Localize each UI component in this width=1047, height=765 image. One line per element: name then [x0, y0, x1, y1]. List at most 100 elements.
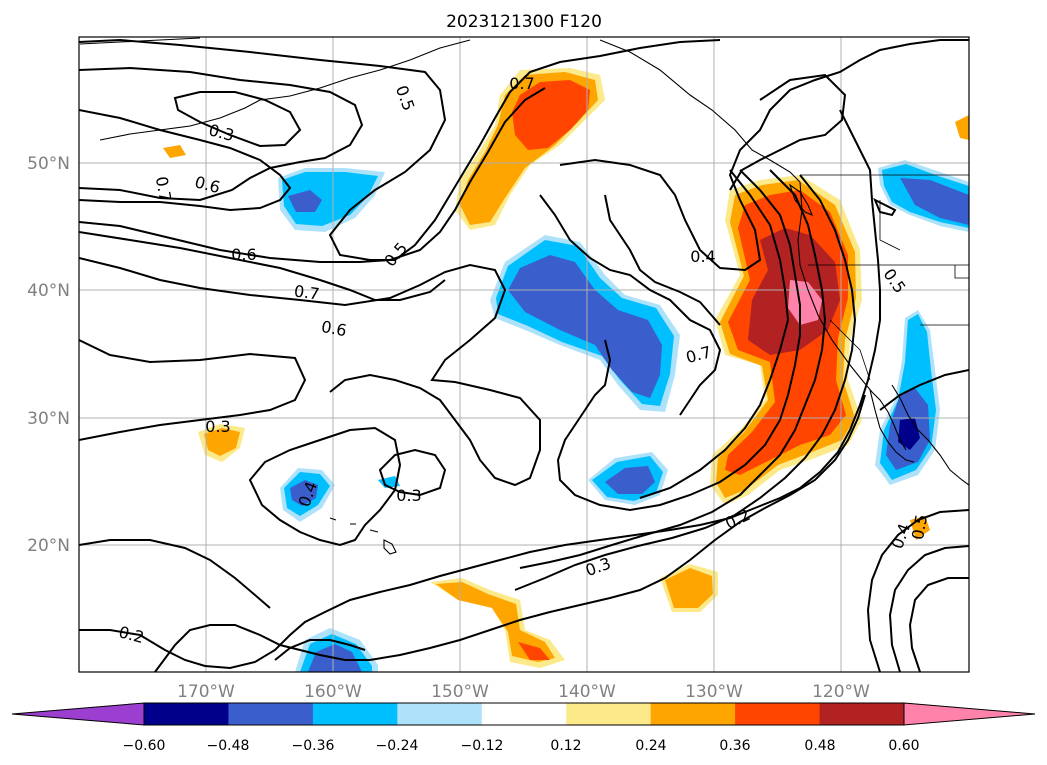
contour-label: 0.4 — [690, 247, 715, 266]
colorbar-tick-label: 0.48 — [804, 738, 835, 754]
negative-anomaly-northwest-core — [282, 172, 378, 226]
contour-line — [866, 509, 969, 672]
west-coast-north-america — [797, 181, 969, 486]
positive-anomaly-west-coast-pink — [788, 280, 822, 325]
political-borders — [800, 174, 969, 381]
contour-line — [539, 194, 722, 416]
contour-line — [79, 257, 541, 487]
longitude-label: 130°W — [685, 682, 743, 702]
colorbar-tick-label: −0.12 — [461, 738, 504, 754]
colorbar-segment — [566, 703, 652, 725]
contour-line — [604, 194, 721, 326]
latitude-labels: 50°N 40°N 30°N 20°N — [27, 154, 70, 556]
colorbar-frame — [143, 702, 905, 726]
colorbar-extend-max — [903, 702, 1036, 726]
colorbar-extend-min — [11, 702, 145, 726]
colorbar-segment — [481, 703, 567, 725]
negative-anomaly-south-central-blue — [605, 466, 655, 494]
colorbar-tick-label: −0.36 — [292, 738, 335, 754]
positive-anomaly-patch-3-core — [665, 568, 713, 608]
contour-line — [79, 339, 307, 441]
longitude-label: 140°W — [558, 682, 616, 702]
map-frame — [78, 36, 970, 673]
colorbar-segment — [144, 703, 229, 725]
colorbar-tick-label: 0.60 — [888, 738, 919, 754]
contour-line — [248, 426, 402, 547]
negative-anomaly-hawaii-blue — [290, 480, 318, 506]
contour-line — [729, 73, 847, 191]
positive-anomaly-patch-4 — [163, 145, 186, 158]
longitude-labels: 170°W 160°W 150°W 140°W 130°W 120°W — [177, 682, 870, 702]
colorbar-tick-label: −0.48 — [207, 738, 250, 754]
negative-anomaly-central-blue — [508, 255, 662, 398]
hawaii-islands — [329, 517, 397, 555]
contour-line — [378, 448, 447, 497]
latitude-label: 20°N — [27, 536, 70, 556]
latitude-label: 40°N — [27, 281, 70, 301]
contour-line — [873, 197, 897, 217]
contour-line — [173, 91, 302, 148]
graticule — [79, 37, 969, 672]
contour-label: 0.6 — [320, 317, 348, 340]
contour-line — [79, 66, 364, 202]
contour-line — [519, 169, 827, 569]
colorbar-segments — [144, 703, 905, 725]
contour-line — [639, 169, 790, 499]
positive-anomaly-patch-5 — [955, 115, 969, 140]
colorbar-tick-label: −0.24 — [376, 738, 419, 754]
map-area: 0.7 0.5 0.3 0.6 0.7 0.6 0.5 0.4 0.7 0.6 … — [78, 36, 970, 673]
contour-line — [79, 87, 546, 263]
contour-line — [79, 231, 446, 301]
contour-line — [79, 539, 271, 609]
contour-line — [274, 639, 366, 661]
colorbar: −0.60 −0.48 −0.36 −0.24 −0.12 0.12 0.24 … — [11, 702, 1036, 754]
latitude-label: 30°N — [27, 409, 70, 429]
longitude-label: 150°W — [431, 682, 489, 702]
colorbar-segment — [228, 703, 314, 725]
contour-line — [559, 39, 969, 272]
colorbar-segment — [650, 703, 736, 725]
colorbar-ticks: −0.60 −0.48 −0.36 −0.24 −0.12 0.12 0.24 … — [123, 738, 920, 754]
colorbar-segment — [312, 703, 398, 725]
negative-anomaly-pacific-northwest-blue — [900, 178, 969, 225]
negative-anomaly-northwest-blue — [288, 190, 322, 212]
positive-anomaly-patch-2-core — [436, 582, 555, 662]
contour-line — [79, 38, 721, 261]
contour-line — [514, 174, 857, 591]
colorbar-tick-label: 0.36 — [719, 738, 750, 754]
positive-anomaly-patch-1-core — [204, 428, 240, 456]
contour-label: 0.7 — [293, 281, 321, 303]
longitude-label: 170°W — [177, 682, 235, 702]
contour-label: 0.7 — [152, 175, 175, 203]
contour-label: 0.7 — [509, 74, 534, 93]
latitude-label: 50°N — [27, 154, 70, 174]
colorbar-segment — [819, 703, 905, 725]
colorbar-tick-label: 0.24 — [635, 738, 666, 754]
map-title: 2023121300 F120 — [446, 12, 602, 32]
contour-label: 0.6 — [231, 245, 256, 264]
contour-line — [908, 577, 969, 672]
contour-line — [79, 109, 881, 670]
contour-label: 0.3 — [396, 486, 421, 505]
colorbar-segment — [735, 703, 821, 725]
contours — [79, 38, 969, 672]
longitude-label: 120°W — [812, 682, 870, 702]
vancouver-island — [788, 183, 814, 217]
alaska-panhandle-coast — [599, 39, 801, 183]
positive-anomaly-gulf-alaska-max — [512, 80, 590, 150]
colorbar-tick-label: 0.12 — [550, 738, 581, 754]
contour-label: 0.5 — [908, 513, 931, 541]
colorbar-tick-label: −0.60 — [123, 738, 166, 754]
contour-label: 0.3 — [205, 417, 230, 436]
contour-line — [154, 394, 866, 672]
baja-peninsula — [869, 389, 915, 463]
positive-anomaly-patch-2-red — [518, 642, 550, 660]
contour-line — [888, 545, 969, 672]
negative-anomaly-baja-navy — [898, 418, 920, 450]
longitude-label: 160°W — [304, 682, 362, 702]
contour-line — [79, 109, 292, 212]
contour-line — [879, 369, 969, 411]
contour-line — [556, 169, 801, 512]
colorbar-segment — [397, 703, 483, 725]
